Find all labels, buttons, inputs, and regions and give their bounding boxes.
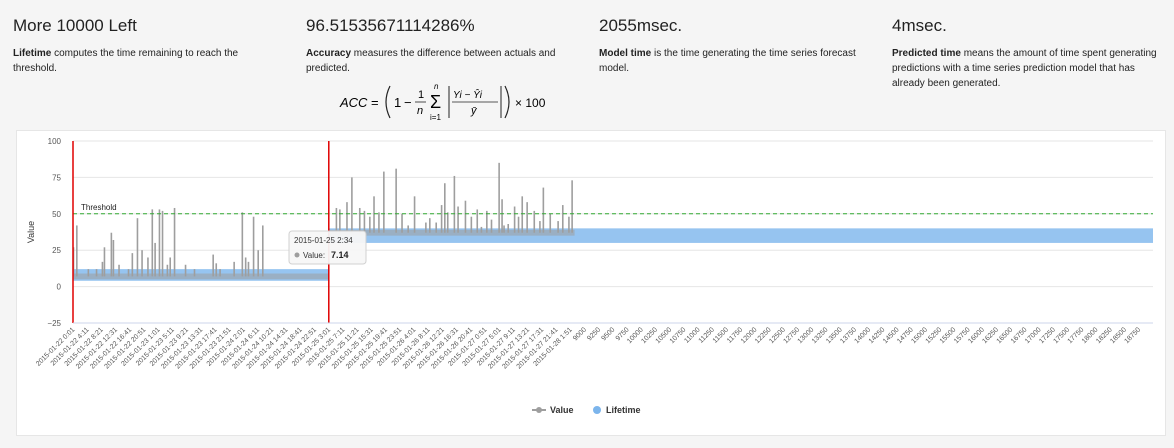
stat-lifetime-term: Lifetime: [13, 48, 52, 59]
chart-card: Threshold 100 75 50 25 0 −25 Value 2015-01-22 0…: [16, 130, 1166, 436]
stats-panel: More 10000 Left Lifetime computes the ti…: [0, 0, 1174, 128]
stat-model-time: 2055msec. Model time is the time generat…: [599, 0, 869, 76]
stat-predicted-time-desc: Predicted time means the amount of time …: [892, 46, 1162, 91]
lifetime-series: [73, 228, 1154, 281]
stat-predicted-time-value: 4msec.: [892, 16, 947, 35]
stat-model-time-term: Model time: [599, 48, 652, 59]
stat-accuracy-value: 96.51535671114286%: [306, 16, 475, 35]
stat-accuracy-term: Accuracy: [306, 48, 352, 59]
formula-equals: =: [371, 95, 379, 110]
stat-lifetime-text: computes the time remaining to reach the…: [13, 48, 239, 74]
y-tick-label: 75: [52, 173, 61, 182]
stat-lifetime: More 10000 Left Lifetime computes the ti…: [13, 0, 283, 76]
accuracy-formula: ACC = 1 − 1 n n Σ i=1 Yi − Ŷi ȳ × 100: [339, 82, 546, 122]
formula-lhs: ACC: [339, 95, 368, 110]
formula-sum-top: n: [434, 82, 439, 91]
stat-predicted-time-term: Predicted time: [892, 48, 961, 59]
legend-value-marker: [536, 407, 542, 413]
x-tick-label: 18750: [1123, 326, 1142, 345]
y-tick-label: 100: [48, 137, 62, 146]
y-tick-label: 0: [57, 283, 62, 292]
formula-inner-den: ȳ: [470, 105, 478, 117]
formula-frac-num: 1: [418, 89, 424, 101]
tooltip-value: 7.14: [331, 250, 349, 260]
y-tick-label: 50: [52, 210, 61, 219]
x-tick-label: 9250: [586, 326, 602, 342]
formula-minus: −: [404, 95, 412, 110]
formula-paren-left: [385, 85, 391, 119]
legend-value-label: Value: [550, 405, 574, 415]
tooltip-box: [288, 230, 367, 265]
y-tick-label: −25: [47, 319, 61, 328]
y-axis-title: Value: [26, 221, 36, 243]
stat-accuracy-text: measures the difference between actuals …: [306, 48, 556, 74]
threshold-layer: Threshold: [73, 203, 1153, 215]
stat-model-time-desc: Model time is the time generating the ti…: [599, 46, 869, 76]
value-baseline: [73, 273, 329, 280]
formula-times: × 100: [515, 96, 546, 110]
stat-lifetime-desc: Lifetime computes the time remaining to …: [13, 46, 283, 76]
legend-lifetime-label: Lifetime: [606, 405, 641, 415]
tooltip-label: Value:: [303, 251, 325, 260]
tooltip-dot-icon: [294, 252, 300, 258]
formula-inner-num: Yi − Ŷi: [453, 88, 483, 101]
tooltip-title: 2015-01-25 2:34: [294, 236, 353, 245]
x-tick-label: 9500: [600, 326, 616, 342]
stat-predicted-time: 4msec. Predicted time means the amount o…: [892, 0, 1162, 91]
value-series: [72, 162, 575, 280]
formula-paren-right: [504, 85, 510, 119]
tooltip: 2015-01-25 2:34 Value: 7.14: [288, 230, 367, 265]
x-tick-label: 9000: [572, 326, 588, 342]
formula-frac-den: n: [417, 105, 423, 117]
y-tick-label: 25: [52, 246, 61, 255]
stat-model-time-text: is the time generating the time series f…: [599, 48, 856, 74]
legend-lifetime-marker: [593, 406, 601, 414]
formula-sum-icon: Σ: [430, 92, 441, 112]
stat-accuracy: 96.51535671114286% Accuracy measures the…: [306, 0, 576, 76]
formula-one: 1: [394, 95, 401, 110]
threshold-label: Threshold: [81, 203, 117, 212]
legend: Value Lifetime: [532, 405, 641, 415]
value-baseline: [328, 229, 575, 236]
stat-predicted-time-text: means the amount of time spent generatin…: [892, 48, 1157, 89]
stat-model-time-value: 2055msec.: [599, 16, 683, 35]
stat-lifetime-value: More 10000 Left: [13, 16, 137, 35]
stat-accuracy-desc: Accuracy measures the difference between…: [306, 46, 576, 76]
formula-sum-bottom: i=1: [430, 113, 441, 122]
